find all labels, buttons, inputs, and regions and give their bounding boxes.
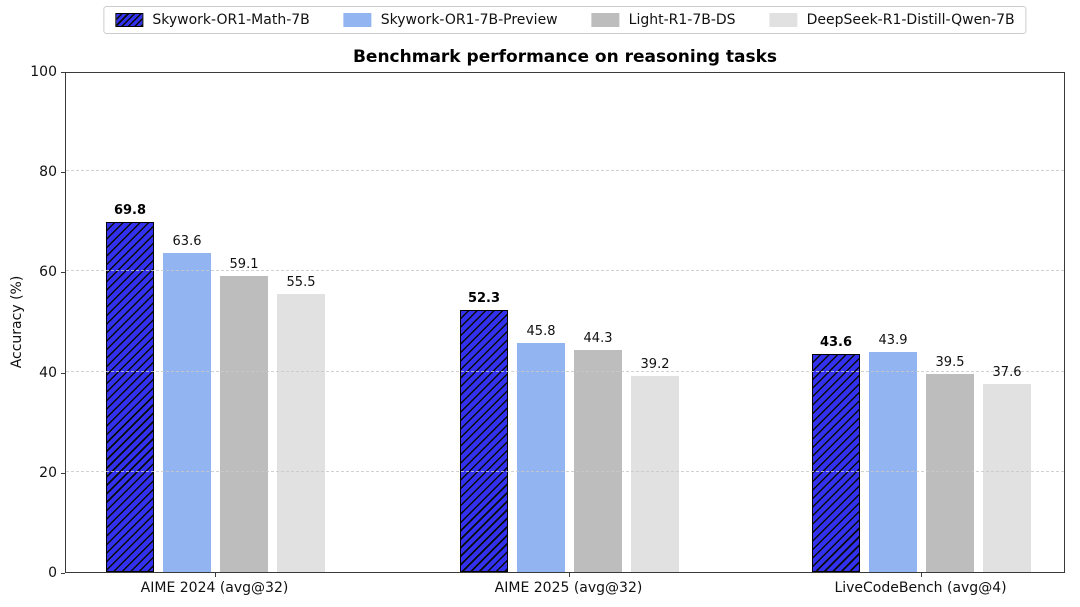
bar-DeepSeek-R1-Distill-Qwen-7B	[277, 293, 325, 572]
bar-value-label: 52.3	[467, 290, 501, 306]
bar-value-label: 39.2	[640, 356, 670, 372]
legend-swatch-Light-R1-7B-DS	[591, 13, 620, 27]
x-tick-mark	[920, 573, 922, 577]
bar-value-label: 59.1	[229, 256, 259, 272]
bar-value-label: 55.5	[286, 274, 316, 290]
bar-value-label: 37.6	[992, 364, 1022, 380]
bar-DeepSeek-R1-Distill-Qwen-7B	[631, 375, 679, 572]
y-tick-label: 100	[30, 64, 57, 80]
bar-DeepSeek-R1-Distill-Qwen-7B	[983, 383, 1031, 572]
gridline	[66, 270, 1064, 272]
bar-value-label: 43.9	[878, 333, 908, 349]
bar-Skywork-OR1-Math-7B	[106, 222, 154, 572]
legend-label: Skywork-OR1-7B-Preview	[380, 12, 558, 28]
legend-label: Light-R1-7B-DS	[628, 12, 736, 28]
y-tick-label: 0	[48, 565, 57, 581]
chart-title: Benchmark performance on reasoning tasks	[352, 47, 778, 67]
x-tick-label: AIME 2025 (avg@32)	[494, 580, 643, 596]
legend: Skywork-OR1-Math-7B Skywork-OR1-7B-Previe…	[103, 6, 1027, 34]
y-tick-label: 80	[39, 164, 57, 181]
y-tick-mark	[61, 272, 65, 274]
x-tick-label: LiveCodeBench (avg@4)	[834, 580, 1007, 596]
y-tick-label: 20	[39, 464, 57, 481]
bar-Skywork-OR1-7B-Preview	[517, 342, 565, 572]
y-tick-mark	[61, 172, 65, 174]
legend-item: Skywork-OR1-Math-7B	[115, 12, 310, 28]
bar-value-label: 43.6	[819, 334, 853, 350]
legend-label: Skywork-OR1-Math-7B	[152, 12, 310, 28]
bar-Skywork-OR1-7B-Preview	[869, 352, 917, 572]
legend-item: Light-R1-7B-DS	[591, 12, 736, 28]
legend-swatch-Skywork-OR1-Math-7B	[115, 13, 144, 27]
y-tick-label: 40	[39, 364, 57, 381]
bar-Light-R1-7B-DS	[574, 350, 622, 572]
legend-item: Skywork-OR1-7B-Preview	[343, 12, 558, 28]
gridline	[66, 170, 1064, 172]
bar-Skywork-OR1-Math-7B	[812, 353, 860, 572]
bar-Light-R1-7B-DS	[926, 374, 974, 572]
y-axis-label: Accuracy (%)	[9, 275, 25, 369]
y-tick-label: 60	[39, 264, 57, 281]
x-tick-mark	[568, 573, 570, 577]
bar-Light-R1-7B-DS	[220, 275, 268, 572]
legend-label: DeepSeek-R1-Distill-Qwen-7B	[806, 12, 1015, 28]
bar-value-label: 69.8	[113, 203, 147, 219]
x-tick-mark	[214, 573, 216, 577]
gridline	[66, 470, 1064, 472]
legend-swatch-Skywork-OR1-7B-Preview	[343, 13, 372, 27]
x-tick-label: AIME 2024 (avg@32)	[140, 580, 289, 596]
plot-area: 69.8 63.6 59.1 55.5 52.3 45.8 44.3 39.2 43.6 43.9…	[65, 72, 1065, 573]
gridline	[66, 370, 1064, 372]
bar-value-label: 63.6	[172, 234, 202, 250]
y-tick-mark	[61, 72, 65, 73]
bar-Skywork-OR1-Math-7B	[460, 309, 508, 572]
legend-swatch-DeepSeek-R1-Distill-Qwen-7B	[769, 13, 798, 27]
y-tick-mark	[61, 573, 65, 574]
bar-value-label: 45.8	[526, 323, 556, 339]
legend-item: DeepSeek-R1-Distill-Qwen-7B	[769, 12, 1015, 28]
bar-value-label: 44.3	[583, 331, 613, 347]
y-tick-mark	[61, 372, 65, 374]
bar-value-label: 39.5	[935, 355, 965, 371]
y-tick-mark	[61, 472, 65, 474]
bar-Skywork-OR1-7B-Preview	[163, 253, 211, 572]
